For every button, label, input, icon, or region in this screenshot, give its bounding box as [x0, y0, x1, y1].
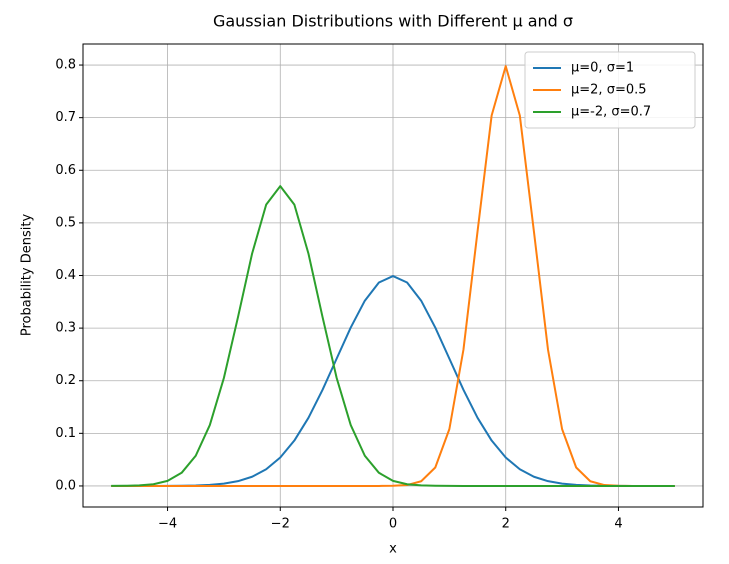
y-axis-label: Probability Density	[20, 214, 35, 337]
plot-frame	[82, 43, 704, 508]
legend: μ=0, σ=1 μ=2, σ=0.5 μ=-2, σ=0.7	[524, 51, 696, 129]
legend-box	[524, 51, 696, 129]
y-tick-label: 0.1	[55, 426, 76, 441]
chart-title: Gaussian Distributions with Different μ …	[213, 12, 573, 31]
y-tick-label: 0.3	[55, 321, 76, 336]
y-tick-label: 0.2	[55, 373, 76, 388]
x-tick-label: −2	[271, 517, 290, 532]
y-tick-label: 0.6	[55, 163, 76, 178]
x-tick-label: −4	[158, 517, 177, 532]
x-tick-label: 0	[389, 517, 397, 532]
y-tick-label: 0.0	[55, 478, 76, 493]
x-axis-label: x	[389, 542, 397, 557]
series-line	[111, 185, 675, 487]
series-line	[111, 65, 675, 487]
x-tick-label: 2	[502, 517, 510, 532]
y-tick-label: 0.4	[55, 268, 76, 283]
y-tick-label: 0.8	[55, 58, 76, 73]
legend-label: μ=0, σ=1	[571, 61, 634, 76]
x-tick-label: 4	[614, 517, 622, 532]
y-tick-label: 0.7	[55, 110, 76, 125]
legend-label: μ=-2, σ=0.7	[571, 105, 651, 120]
legend-label: μ=2, σ=0.5	[571, 83, 647, 98]
y-tick-label: 0.5	[55, 215, 76, 230]
